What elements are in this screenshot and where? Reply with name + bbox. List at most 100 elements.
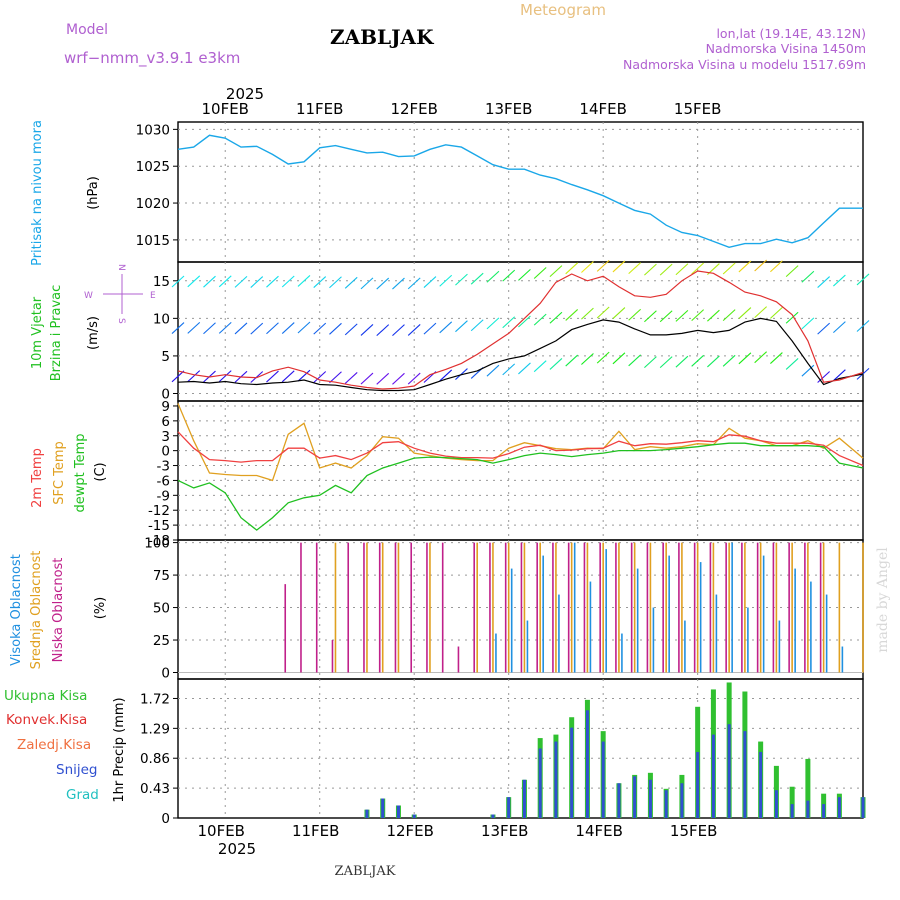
snow-bar xyxy=(711,734,715,818)
wind-barb xyxy=(770,260,783,273)
wind-barb xyxy=(675,263,689,276)
wind-barb xyxy=(785,358,799,370)
wind-compass: N E W S xyxy=(84,264,156,324)
wind-barb xyxy=(675,355,689,368)
temp-unit: (C) xyxy=(93,462,108,481)
top-day-label: 12FEB xyxy=(390,100,437,118)
dewpt-line xyxy=(177,442,864,531)
wind-barb xyxy=(297,275,311,287)
snow-bar xyxy=(743,731,747,818)
y-tick-label: 100 xyxy=(144,536,170,552)
legend-total-rain: Ukupna Kisa xyxy=(4,688,87,704)
wind-barb xyxy=(392,372,405,385)
wind-barb xyxy=(344,372,358,384)
y-tick-label: 1015 xyxy=(136,233,170,249)
wind-barb xyxy=(549,265,563,278)
wind-barb xyxy=(644,310,657,323)
sfc-label: SFC Temp xyxy=(52,441,67,505)
wind-barb xyxy=(313,371,327,383)
wind-barb xyxy=(518,268,531,281)
wind-barb xyxy=(313,322,327,335)
precip-unit: 1hr Precip (mm) xyxy=(112,697,127,802)
wind-barb xyxy=(329,322,342,335)
y-tick-label: -12 xyxy=(148,503,170,519)
bottom-day-label: 11FEB xyxy=(292,822,339,840)
wind-barb xyxy=(675,309,689,322)
y-tick-label: 1.29 xyxy=(140,721,170,737)
wind-barb xyxy=(533,313,547,326)
panel-clouds: 0 25 50 75 100 xyxy=(144,536,864,682)
t2m-line xyxy=(177,431,864,467)
wind-barb xyxy=(549,358,563,370)
wind-barb xyxy=(596,306,610,319)
wind-barb xyxy=(691,354,705,367)
wind-barb xyxy=(502,316,516,329)
wind-barb xyxy=(581,307,594,320)
wind-barb xyxy=(518,362,531,375)
wind-barb xyxy=(470,272,484,285)
station-altitude: Nadmorska Visina 1450m xyxy=(706,41,866,56)
wind-barb xyxy=(754,351,768,364)
wind-label-1: 10m Vjetar xyxy=(30,296,45,369)
wind-barb xyxy=(171,370,185,383)
snow-bar xyxy=(727,724,731,818)
wind-barb xyxy=(612,260,626,273)
y-tick-label: 50 xyxy=(153,601,170,617)
y-tick-label: 1020 xyxy=(136,196,170,212)
wind-barb xyxy=(612,352,626,365)
wind-barb xyxy=(754,306,768,319)
wind-barb xyxy=(203,322,216,335)
coordinates: lon,lat (19.14E, 43.12N) xyxy=(716,26,866,41)
wind-barb xyxy=(502,363,516,376)
y-tick-label: -9 xyxy=(157,488,170,504)
wind-barb xyxy=(203,275,216,288)
wind-barb xyxy=(856,273,870,286)
wind-barb xyxy=(250,322,264,335)
wind-barb xyxy=(801,317,815,330)
snow-bar xyxy=(861,797,865,818)
wind-barb xyxy=(486,317,500,330)
wind-barb xyxy=(722,309,736,322)
station-title: ZABLJAK xyxy=(330,25,434,49)
wind-barb xyxy=(297,369,311,382)
wind-barb xyxy=(234,322,248,335)
snow-bar xyxy=(680,783,684,818)
wind-barb xyxy=(833,321,846,334)
cloud-unit: (%) xyxy=(93,597,108,620)
wind-barb xyxy=(281,275,295,288)
wind-barb xyxy=(218,321,232,334)
wind-barb xyxy=(785,265,799,278)
wind-barb xyxy=(581,353,594,365)
wind-barb xyxy=(266,275,279,288)
y-tick-label: 6 xyxy=(161,414,170,430)
wind-barb xyxy=(738,352,752,365)
wind-barb xyxy=(329,371,342,384)
snow-bar xyxy=(396,805,400,818)
wind-barb xyxy=(171,275,185,288)
snow-bar xyxy=(538,748,542,818)
wind-barb xyxy=(628,262,642,275)
wind-barb xyxy=(533,267,547,279)
y-tick-label: -6 xyxy=(157,473,170,489)
product-title: Meteogram xyxy=(520,1,606,19)
panel-frame xyxy=(177,678,864,819)
y-tick-label: 0 xyxy=(161,666,170,682)
mid-cloud-label: Srednja Oblacnost xyxy=(29,551,44,670)
wind-barb xyxy=(439,321,453,334)
model-name: wrf−nmm_v3.9.1 e3km xyxy=(64,49,240,68)
plot-layers xyxy=(171,134,870,818)
panel-wind: 0 5 10 15 xyxy=(153,261,864,402)
wind-barb xyxy=(612,307,626,319)
top-day-label: 11FEB xyxy=(296,100,343,118)
wind-barb xyxy=(722,354,736,367)
wind-barb xyxy=(407,372,421,385)
compass-west: W xyxy=(84,291,93,301)
wind-barb xyxy=(644,356,657,369)
panel-frame xyxy=(177,261,864,402)
top-day-labels: 10FEB 11FEB 12FEB 13FEB 14FEB 15FEB xyxy=(201,100,721,118)
top-day-label: 10FEB xyxy=(201,100,248,118)
y-tick-label: -18 xyxy=(148,533,170,549)
wind-barb xyxy=(218,370,232,383)
wind-barb xyxy=(707,309,720,322)
